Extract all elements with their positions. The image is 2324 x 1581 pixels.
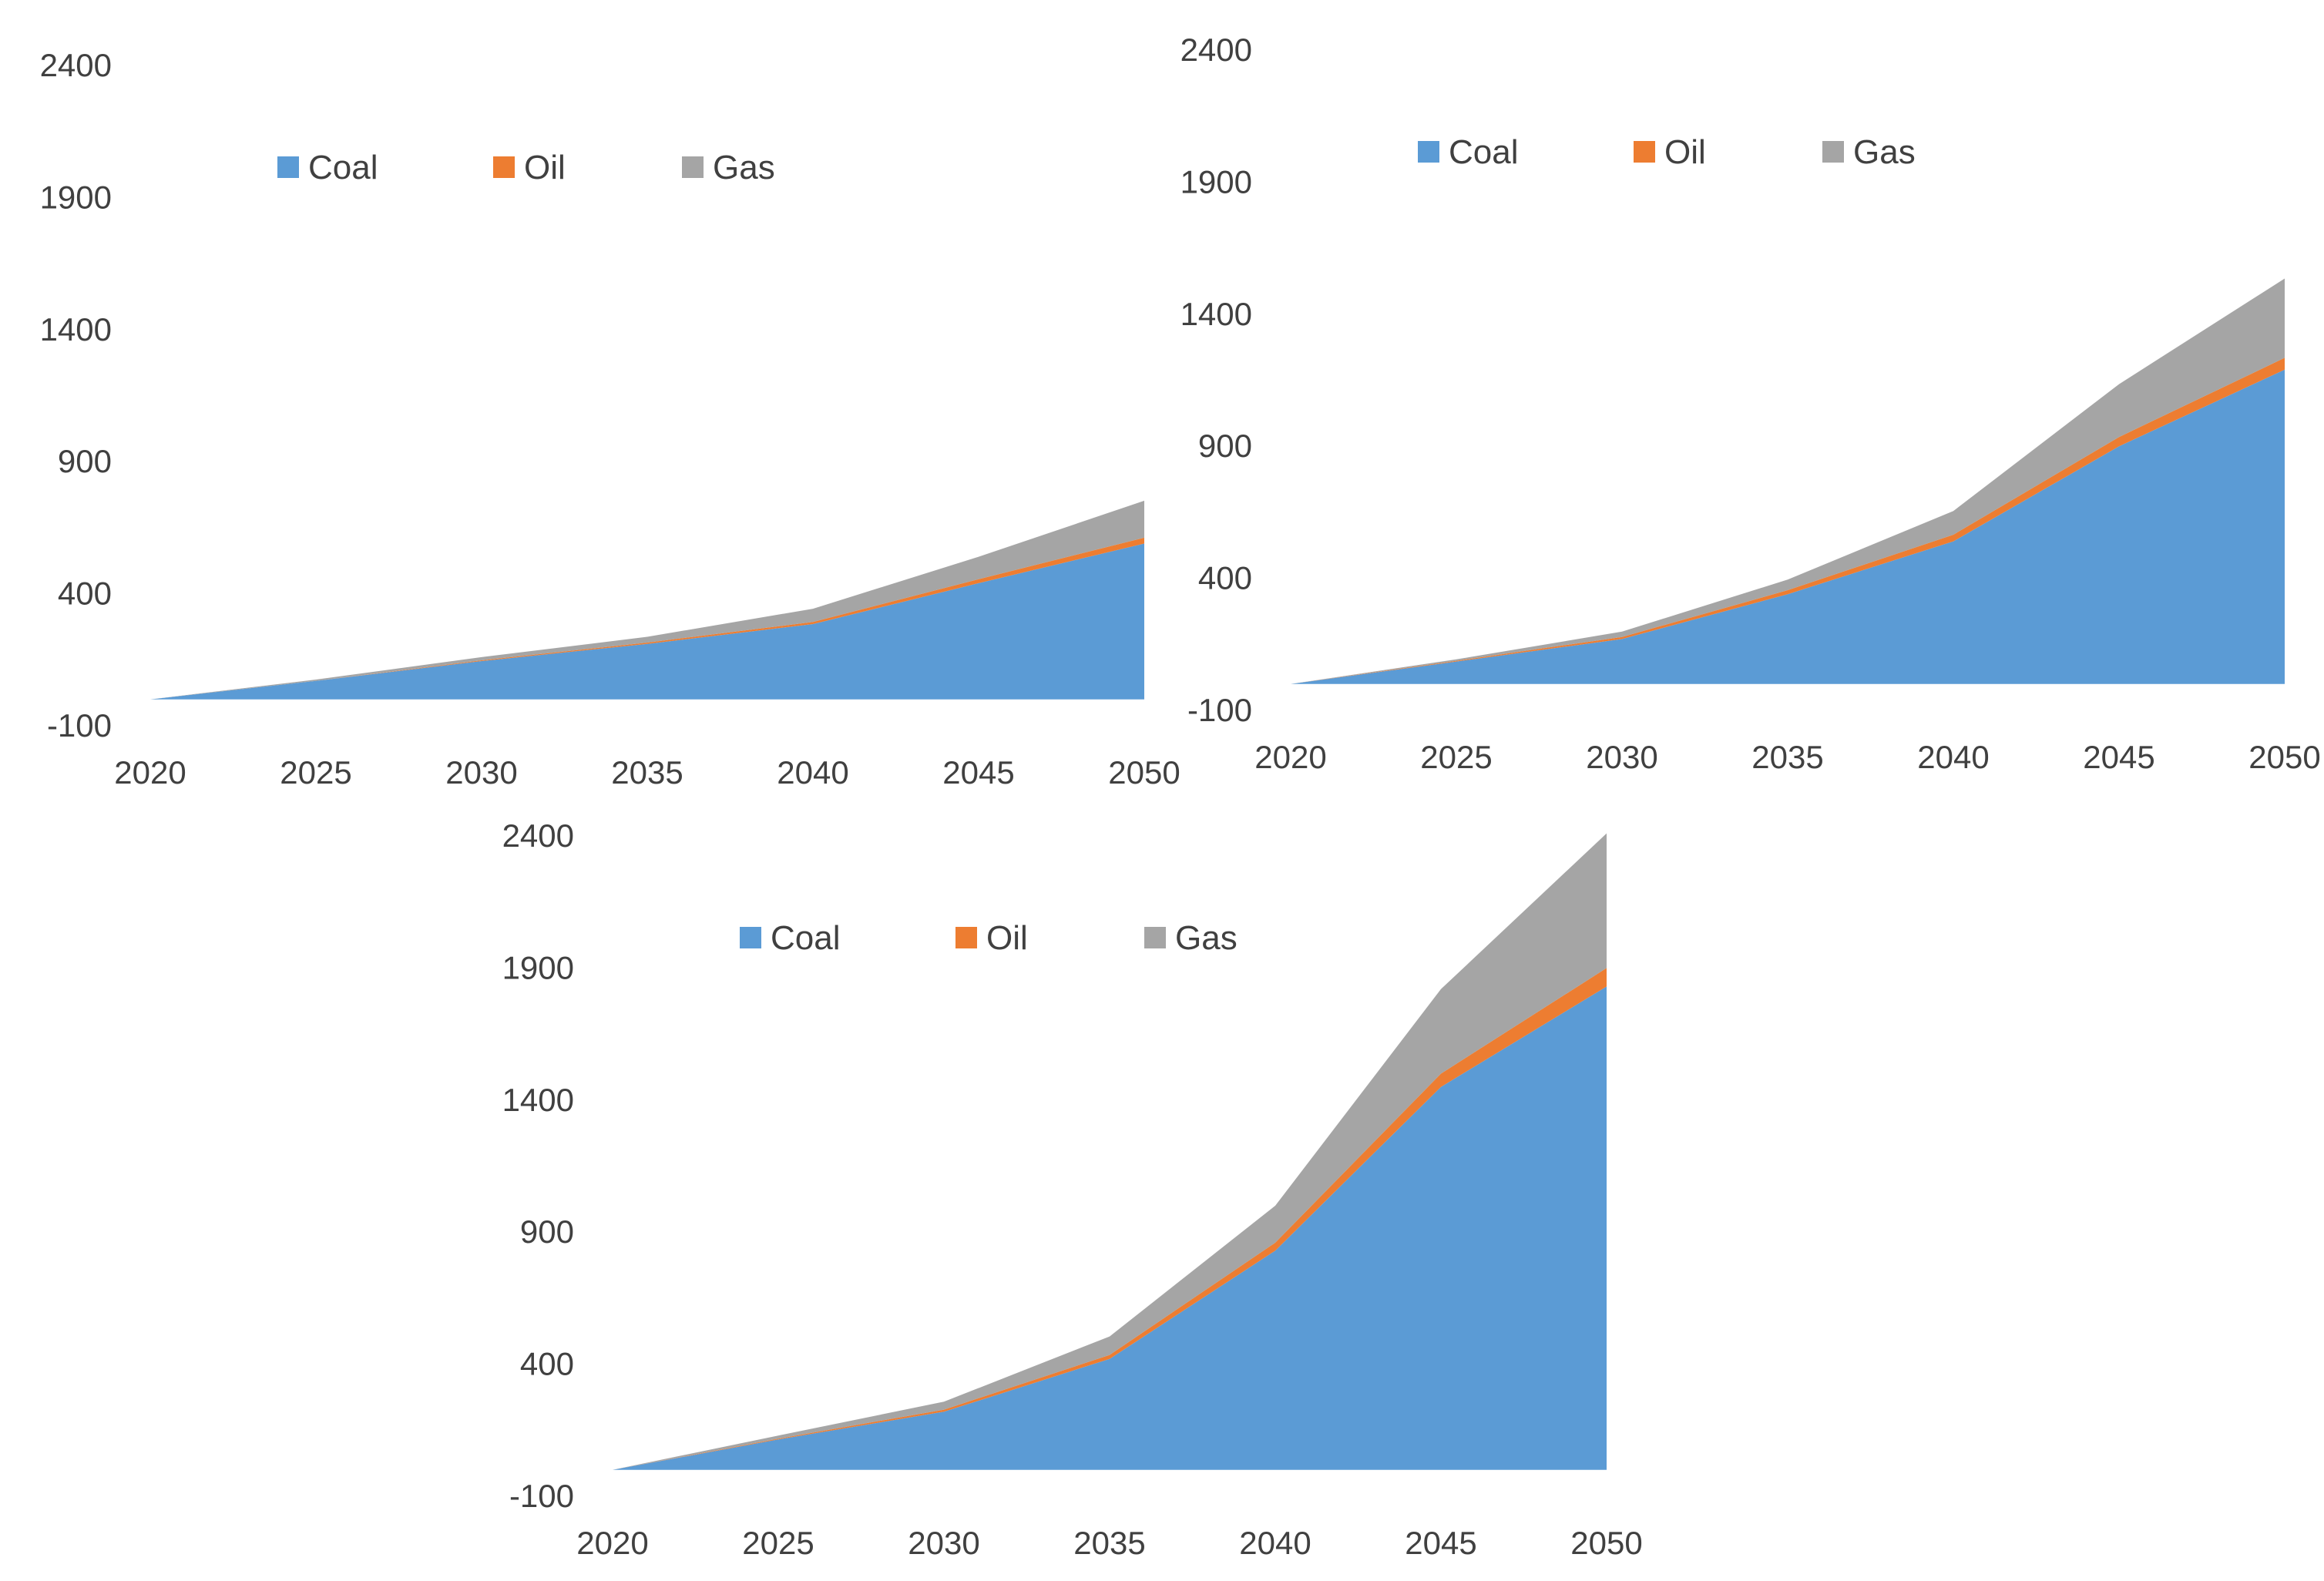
x-tick-label: 2035 <box>611 754 683 790</box>
legend-swatch <box>682 156 704 178</box>
legend-swatch <box>740 927 761 948</box>
legend-item-gas: Gas <box>682 149 775 186</box>
y-tick-label: 400 <box>520 1346 574 1382</box>
y-tick-label: 1900 <box>502 949 574 985</box>
x-tick-label: 2035 <box>1073 1525 1145 1561</box>
legend-label: Coal <box>1449 133 1519 171</box>
legend-swatch <box>277 156 299 178</box>
legend-item-oil: Oil <box>1634 133 1706 171</box>
legend-swatch <box>1634 141 1655 163</box>
x-tick-label: 2025 <box>1420 739 1492 775</box>
legend-swatch <box>1822 141 1844 163</box>
legend-label: Oil <box>524 149 566 186</box>
x-tick-label: 2050 <box>1570 1525 1642 1561</box>
y-tick-label: -100 <box>1187 692 1252 728</box>
legend-swatch <box>1144 927 1166 948</box>
legend-label: Coal <box>771 919 841 957</box>
x-tick-label: 2045 <box>2083 739 2154 775</box>
x-tick-label: 2035 <box>1751 739 1823 775</box>
chart-top-right: -100 400 900 1400 1900 2400 2020 2025 2030 2035 20… <box>1180 32 2321 775</box>
legend-swatch <box>1418 141 1439 163</box>
area-coal <box>1291 369 2285 684</box>
x-tick-label: 2030 <box>445 754 517 790</box>
x-tick-label: 2030 <box>1586 739 1657 775</box>
legend-label: Gas <box>1175 919 1238 957</box>
legend-item-oil: Oil <box>493 149 566 186</box>
legend-label: Gas <box>1853 133 1916 171</box>
x-tick-label: 2030 <box>908 1525 979 1561</box>
legend-item-coal: Coal <box>1418 133 1519 171</box>
x-tick-label: 2025 <box>742 1525 814 1561</box>
area-gas <box>613 833 1607 1470</box>
legend-label: Coal <box>308 149 378 186</box>
legend-item-coal: Coal <box>277 149 378 186</box>
legend-item-coal: Coal <box>740 919 841 957</box>
legend-item-gas: Gas <box>1822 133 1916 171</box>
x-tick-label: 2050 <box>1108 754 1180 790</box>
legend-swatch <box>955 927 977 948</box>
y-tick-label: 1900 <box>1180 163 1252 200</box>
legend-label: Gas <box>713 149 775 186</box>
legend-swatch <box>493 156 515 178</box>
y-tick-label: 2400 <box>1180 32 1252 68</box>
area-coal <box>150 543 1144 700</box>
x-tick-label: 2020 <box>576 1525 648 1561</box>
y-tick-label: 1400 <box>40 311 112 347</box>
x-tick-label: 2020 <box>1254 739 1326 775</box>
y-tick-label: 2400 <box>502 817 574 854</box>
x-tick-label: 2045 <box>1405 1525 1476 1561</box>
x-tick-label: 2050 <box>2248 739 2320 775</box>
x-tick-label: 2020 <box>114 754 186 790</box>
y-tick-label: 900 <box>58 443 112 479</box>
y-tick-label: 2400 <box>40 47 112 83</box>
x-tick-label: 2040 <box>1239 1525 1311 1561</box>
y-tick-label: -100 <box>509 1478 574 1514</box>
y-tick-label: 900 <box>1198 428 1252 464</box>
chart-top-left: -100 400 900 1400 1900 2400 2020 2025 2030 2035 20… <box>40 47 1180 790</box>
x-tick-label: 2040 <box>777 754 848 790</box>
y-tick-label: 1400 <box>1180 296 1252 332</box>
y-tick-label: 900 <box>520 1213 574 1250</box>
legend-label: Oil <box>1664 133 1706 171</box>
x-tick-label: 2025 <box>280 754 351 790</box>
x-tick-label: 2045 <box>942 754 1014 790</box>
y-tick-label: 1900 <box>40 179 112 215</box>
legend-item-oil: Oil <box>955 919 1028 957</box>
legend-item-gas: Gas <box>1144 919 1238 957</box>
y-tick-label: 400 <box>1198 560 1252 596</box>
area-coal <box>613 986 1607 1470</box>
y-tick-label: -100 <box>47 707 112 744</box>
legend-label: Oil <box>986 919 1028 957</box>
y-tick-label: 1400 <box>502 1082 574 1118</box>
chart-bottom: -100 400 900 1400 1900 2400 2020 2025 2030 2035 20… <box>502 817 1643 1561</box>
y-tick-label: 400 <box>58 576 112 612</box>
x-tick-label: 2040 <box>1917 739 1989 775</box>
